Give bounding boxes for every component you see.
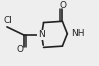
Text: Cl: Cl <box>4 16 13 25</box>
Text: O: O <box>16 45 23 54</box>
Text: N: N <box>38 30 45 39</box>
Text: NH: NH <box>71 29 85 38</box>
Text: O: O <box>60 1 67 10</box>
